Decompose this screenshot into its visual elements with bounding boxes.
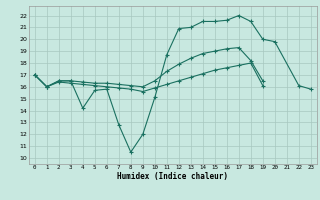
X-axis label: Humidex (Indice chaleur): Humidex (Indice chaleur) [117, 172, 228, 181]
